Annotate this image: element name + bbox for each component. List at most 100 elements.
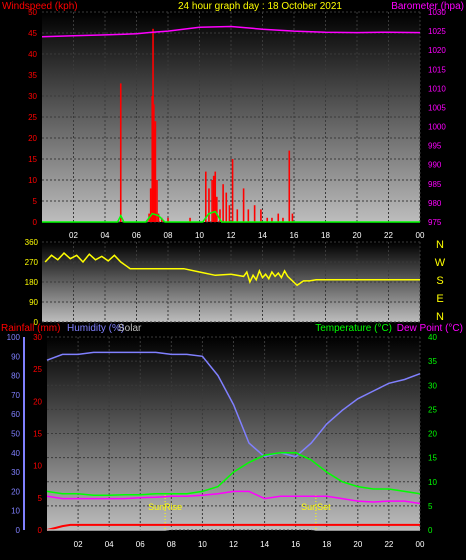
windspeed-bar [225, 192, 228, 222]
windspeed-bar [222, 184, 224, 222]
solar-axis-label: Solar [118, 323, 142, 334]
windspeed-tick-label: 0 [33, 218, 38, 227]
windspeed-bar [288, 150, 291, 222]
x-tick-label: 10 [198, 540, 207, 549]
compass-n-top: N [436, 239, 444, 251]
temperature-tick-label: 35 [428, 357, 437, 366]
humidity-line [46, 351, 421, 458]
windspeed-bar [154, 121, 157, 222]
rainfall-tick-label: 20 [33, 397, 42, 406]
humidity-tick-label: 80 [11, 372, 20, 381]
temperature-line [46, 452, 421, 497]
windspeed-bar [236, 209, 239, 222]
compass-w: W [435, 257, 446, 269]
direction-tick-label: 0 [34, 318, 39, 327]
temperature-tick-label: 20 [428, 430, 437, 439]
rainfall-axis-label: Rainfall (mm) [1, 323, 60, 334]
x-tick-label: 08 [167, 540, 176, 549]
humidity-tick-label: 70 [11, 391, 20, 400]
rainfall-tick-label: 5 [38, 494, 43, 503]
temperature-tick-label: 15 [428, 454, 437, 463]
x-tick-label: 04 [101, 231, 110, 240]
humidity-tick-label: 100 [7, 333, 21, 342]
rainfall-line [46, 523, 420, 531]
x-tick-label: 08 [164, 231, 173, 240]
humidity-tick-label: 0 [16, 526, 21, 535]
barometer-tick-label: 1025 [428, 27, 446, 36]
windspeed-tick-label: 25 [28, 113, 37, 122]
x-tick-label: 18 [321, 231, 330, 240]
humidity-tick-label: 30 [11, 468, 20, 477]
humidity-tick-label: 90 [11, 352, 20, 361]
x-tick-label: 16 [291, 540, 300, 549]
dewpoint-axis-label: Dew Point (°C) [397, 323, 463, 334]
humidity-tick-label: 50 [11, 430, 20, 439]
wind-direction-line [44, 252, 420, 287]
temperature-tick-label: 10 [428, 478, 437, 487]
windspeed-bar [157, 213, 160, 222]
windspeed-bar [167, 217, 169, 222]
windspeed-bar [260, 209, 262, 222]
barometer-line [41, 25, 421, 38]
windspeed-bar [211, 180, 213, 222]
windspeed-tick-label: 45 [28, 29, 37, 38]
windspeed-tick-label: 40 [28, 50, 37, 59]
windspeed-bar [219, 209, 221, 222]
windspeed-bars [119, 28, 294, 223]
temperature-tick-label: 25 [428, 405, 437, 414]
rainfall-tick-label: 10 [33, 462, 42, 471]
humidity-tick-label: 40 [11, 449, 20, 458]
direction-tick-label: 180 [25, 278, 39, 287]
solar-line [47, 526, 420, 531]
windspeed-bar [208, 188, 210, 222]
windspeed-tick-label: 35 [28, 71, 37, 80]
barometer-axis-label: Barometer (hpa) [391, 1, 464, 12]
compass-e: E [436, 293, 443, 305]
barometer-tick-label: 1000 [428, 123, 446, 132]
windspeed-tick-label: 10 [28, 176, 37, 185]
x-tick-label: 22 [384, 231, 393, 240]
windspeed-bar [189, 217, 191, 222]
humidity-tick-label: 60 [11, 410, 20, 419]
x-tick-label: 00 [416, 231, 425, 240]
windspeed-tick-label: 50 [28, 8, 37, 17]
compass-n-bottom: N [436, 311, 444, 323]
rainfall-tick-label: 15 [33, 430, 42, 439]
sunset-label: SunSet [301, 502, 331, 512]
wind-average-line [42, 210, 420, 223]
x-tick-label: 22 [384, 540, 393, 549]
windspeed-bar [149, 188, 152, 222]
temperature-axis-label: Temperature (°C) [315, 323, 392, 334]
x-tick-label: 12 [227, 231, 236, 240]
windspeed-tick-label: 30 [28, 92, 37, 101]
barometer-tick-label: 985 [428, 180, 442, 189]
windspeed-bar [282, 217, 284, 222]
barometer-tick-label: 1020 [428, 46, 446, 55]
windspeed-bar [277, 213, 280, 222]
windspeed-bar [156, 180, 158, 222]
x-tick-label: 12 [229, 540, 238, 549]
humidity-axis-label: Humidity (%) [67, 323, 124, 334]
windspeed-bar [212, 175, 215, 222]
barometer-tick-label: 1005 [428, 103, 446, 112]
dewpoint-line [46, 490, 421, 505]
barometer-tick-label: 995 [428, 142, 442, 151]
temperature-tick-label: 30 [428, 381, 437, 390]
x-tick-label: 20 [353, 231, 362, 240]
chart-title: 24 hour graph day : 18 October 2021 [178, 1, 342, 12]
windspeed-tick-label: 20 [28, 134, 37, 143]
axis-tick-labels: 02 04 06 08 10 12 14 16 18 20 22 000510152025303540… [7, 8, 447, 549]
x-tick-label: 14 [260, 540, 269, 549]
humidity-tick-label: 20 [11, 487, 20, 496]
rainfall-tick-label: 25 [33, 365, 42, 374]
windspeed-bar [247, 209, 250, 222]
windspeed-bar [119, 83, 122, 223]
barometer-tick-label: 1015 [428, 65, 446, 74]
windspeed-axis-label: Windspeed (kph) [2, 1, 78, 12]
windspeed-bar [231, 159, 234, 222]
barometer-tick-label: 1010 [428, 84, 446, 93]
windspeed-tick-label: 5 [33, 197, 38, 206]
wind-lines [41, 25, 421, 223]
